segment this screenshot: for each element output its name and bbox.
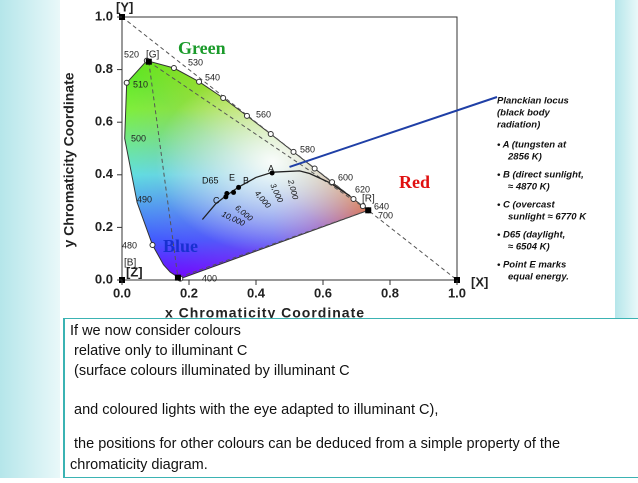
- body-text: (surface colours illuminated by illumina…: [70, 363, 350, 379]
- primary-label: [B]: [124, 258, 136, 269]
- x-tick-label: 0.2: [180, 285, 198, 300]
- corner-marker: [365, 207, 372, 214]
- wavelength-marker: [267, 131, 274, 138]
- y-tick-label: 0.6: [95, 114, 113, 129]
- illuminant-point: [224, 190, 230, 196]
- illuminant-point: [231, 189, 237, 195]
- wavelength-label: 600: [338, 172, 353, 182]
- wavelength-marker: [290, 148, 297, 155]
- illuminant-point: [236, 184, 242, 190]
- y-axis-label: y Chromaticity Coordinate: [61, 72, 77, 247]
- wavelength-label: 560: [256, 109, 271, 119]
- y-tick-label: 0.2: [95, 219, 113, 234]
- x-tick-label: 0.4: [247, 285, 266, 300]
- wavelength-label: 540: [205, 72, 220, 82]
- color-name: Green: [178, 38, 226, 58]
- legend-line: equal energy.: [508, 272, 569, 283]
- pointer-line: [289, 96, 498, 168]
- point-label: E: [229, 172, 235, 182]
- text-box: If we now consider colours relative only…: [63, 318, 638, 478]
- primary-label: [R]: [362, 194, 375, 205]
- wavelength-label: 700: [378, 210, 393, 220]
- corner-marker: [174, 274, 181, 281]
- wavelength-label: 530: [188, 57, 203, 67]
- y-tick-label: 0.8: [95, 61, 113, 76]
- color-name: Red: [399, 172, 430, 192]
- point-label: B: [243, 175, 249, 185]
- x-axis-label: x Chromaticity Coordinate: [165, 305, 365, 321]
- wavelength-marker: [329, 179, 336, 186]
- wavelength-label: 580: [300, 144, 315, 154]
- wavelength-label: 480: [122, 240, 137, 250]
- dashed-line: [148, 61, 179, 278]
- wavelength-label: 520: [124, 49, 139, 59]
- legend-line: ≈ 4870 K): [508, 182, 550, 193]
- dashed-line: [148, 61, 369, 211]
- wavelength-label: 620: [355, 184, 370, 194]
- wavelength-marker: [311, 165, 318, 172]
- dashed-line: [121, 16, 458, 281]
- point-label: D65: [202, 175, 219, 185]
- legend-line: sunlight ≈ 6770 K: [508, 212, 587, 223]
- wavelength-label: 400: [202, 273, 217, 283]
- body-text: If we now consider colours: [70, 323, 241, 339]
- corner-label: [Z]: [126, 264, 143, 279]
- body-text: chromaticity diagram.: [70, 457, 208, 473]
- legend-line: • C (overcast: [497, 200, 556, 211]
- legend-line: 2856 K): [507, 152, 542, 163]
- y-tick-label: 0.4: [95, 166, 114, 181]
- y-tick-label: 1.0: [95, 8, 113, 23]
- wavelength-marker: [149, 242, 156, 249]
- x-tick-label: 0.6: [314, 285, 332, 300]
- primary-label: [G]: [146, 50, 160, 61]
- y-tick-label: 0.0: [95, 271, 113, 286]
- point-label: A: [268, 163, 274, 173]
- corner-label: [Y]: [116, 0, 133, 14]
- wavelength-marker: [350, 195, 357, 202]
- illuminant-point: [269, 170, 275, 176]
- wavelength-marker: [243, 112, 250, 119]
- planckian-locus: [201, 170, 351, 220]
- body-text: the positions for other colours can be d…: [70, 436, 561, 452]
- wavelength-label: 510: [133, 79, 148, 89]
- wavelength-marker: [123, 79, 130, 86]
- wavelength-label: 640: [374, 201, 389, 211]
- wavelength-marker: [359, 203, 366, 210]
- x-tick-label: 0.0: [113, 285, 131, 300]
- wavelength-marker: [170, 65, 177, 72]
- legend-line: • A (tungsten at: [497, 140, 567, 151]
- legend-line: Planckian locus: [497, 96, 569, 107]
- legend-line: • B (direct sunlight,: [497, 170, 584, 181]
- dashed-line: [177, 209, 369, 279]
- legend-line: ≈ 6504 K): [508, 242, 550, 253]
- corner-label: [X]: [471, 274, 488, 289]
- legend-line: (black body: [497, 108, 551, 119]
- plot-frame: [121, 16, 458, 281]
- body-text: and coloured lights with the eye adapted…: [70, 402, 439, 418]
- side-band: [0, 0, 60, 478]
- legend-line: • D65 (daylight,: [497, 230, 565, 241]
- legend-line: radiation): [497, 120, 540, 131]
- x-tick-label: 0.8: [381, 285, 399, 300]
- side-band: [615, 0, 638, 318]
- corner-marker: [145, 58, 152, 65]
- point-label: C: [213, 195, 220, 205]
- wavelength-marker: [196, 78, 203, 85]
- body-text: relative only to illuminant C: [70, 343, 248, 359]
- wavelength-marker: [220, 95, 227, 102]
- legend-line: • Point E marks: [497, 260, 566, 271]
- color-name: Blue: [163, 236, 198, 256]
- wavelength-label: 500: [131, 133, 146, 143]
- wavelength-label: 490: [137, 194, 152, 204]
- x-tick-label: 1.0: [448, 285, 466, 300]
